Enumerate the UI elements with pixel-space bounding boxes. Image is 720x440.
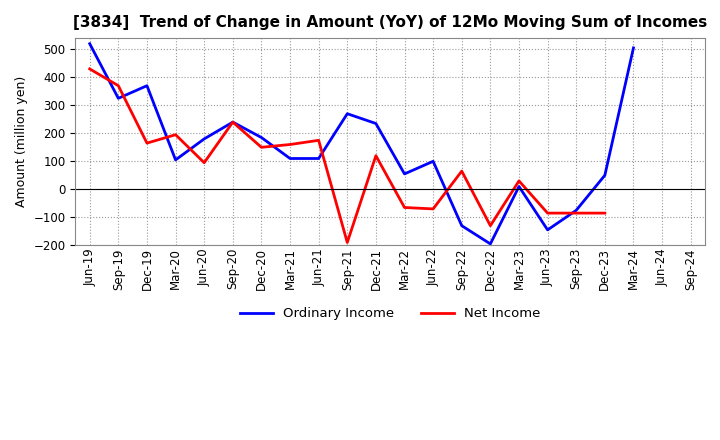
- Ordinary Income: [86, 41, 94, 46]
- Net Income: [457, 169, 466, 174]
- Net Income: [429, 206, 438, 212]
- Net Income: [286, 142, 294, 147]
- Net Income: [343, 240, 351, 245]
- Ordinary Income: [372, 121, 380, 126]
- Net Income: [544, 210, 552, 216]
- Net Income: [315, 138, 323, 143]
- Net Income: [114, 83, 122, 88]
- Ordinary Income: [343, 111, 351, 116]
- Ordinary Income: [600, 172, 609, 178]
- Ordinary Income: [114, 95, 122, 101]
- Net Income: [228, 120, 237, 125]
- Net Income: [171, 132, 180, 137]
- Net Income: [600, 210, 609, 216]
- Ordinary Income: [400, 171, 409, 176]
- Net Income: [515, 178, 523, 183]
- Net Income: [257, 145, 266, 150]
- Net Income: [400, 205, 409, 210]
- Net Income: [86, 66, 94, 72]
- Ordinary Income: [200, 136, 209, 142]
- Ordinary Income: [171, 157, 180, 162]
- Ordinary Income: [572, 208, 580, 213]
- Ordinary Income: [515, 184, 523, 189]
- Ordinary Income: [629, 45, 638, 51]
- Ordinary Income: [486, 241, 495, 246]
- Ordinary Income: [228, 120, 237, 125]
- Ordinary Income: [544, 227, 552, 233]
- Ordinary Income: [315, 156, 323, 161]
- Line: Ordinary Income: Ordinary Income: [90, 44, 634, 244]
- Net Income: [143, 140, 151, 146]
- Ordinary Income: [286, 156, 294, 161]
- Ordinary Income: [457, 223, 466, 228]
- Net Income: [486, 223, 495, 228]
- Legend: Ordinary Income, Net Income: Ordinary Income, Net Income: [235, 302, 546, 326]
- Line: Net Income: Net Income: [90, 69, 605, 242]
- Net Income: [372, 153, 380, 158]
- Net Income: [200, 160, 209, 165]
- Ordinary Income: [429, 159, 438, 164]
- Ordinary Income: [257, 135, 266, 140]
- Net Income: [572, 210, 580, 216]
- Title: [3834]  Trend of Change in Amount (YoY) of 12Mo Moving Sum of Incomes: [3834] Trend of Change in Amount (YoY) o…: [73, 15, 707, 30]
- Y-axis label: Amount (million yen): Amount (million yen): [15, 76, 28, 207]
- Ordinary Income: [143, 83, 151, 88]
